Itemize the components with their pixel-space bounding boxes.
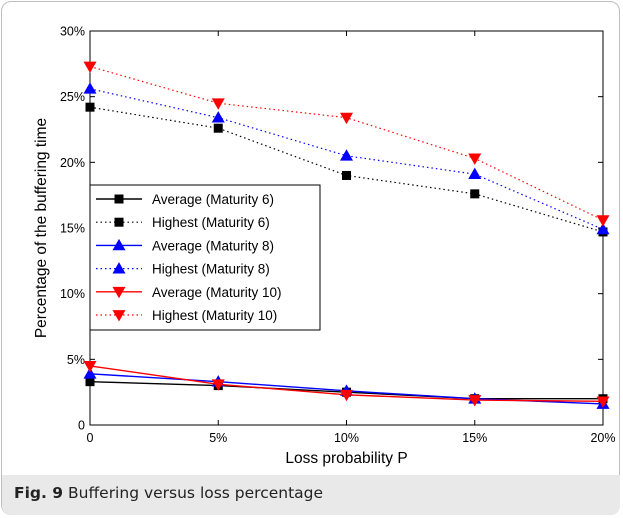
legend-label: Average (Maturity 8) [152, 238, 274, 253]
y-tick-label: 25% [60, 90, 85, 104]
legend-item: Average (Maturity 10) [96, 285, 282, 300]
series-highest-maturity-8 [83, 82, 610, 235]
data-point [596, 215, 610, 227]
data-point [340, 149, 353, 161]
legend-label: Highest (Maturity 6) [152, 215, 270, 230]
data-point [596, 222, 610, 235]
data-point [211, 111, 225, 123]
data-point [85, 102, 95, 112]
legend-item: Average (Maturity 8) [96, 238, 274, 253]
data-point [340, 389, 353, 402]
legend-item: Highest (Maturity 6) [96, 215, 270, 230]
data-point [85, 377, 95, 387]
data-point [468, 395, 482, 407]
legend-label: Highest (Maturity 8) [152, 262, 270, 277]
x-tick-label: 15% [462, 431, 487, 445]
caption-bar [2, 475, 620, 515]
y-tick-label: 10% [60, 287, 85, 301]
legend-marker [112, 238, 126, 251]
series-highest-maturity-10 [83, 61, 610, 227]
x-tick-label: 10% [334, 431, 359, 445]
series-average-maturity-10 [83, 361, 610, 408]
y-tick-label: 15% [60, 222, 85, 236]
data-point [342, 170, 351, 180]
y-axis-label: Percentage of the buffering time [33, 118, 50, 338]
legend-label: Average (Maturity 10) [152, 285, 282, 300]
legend-label: Highest (Maturity 10) [152, 308, 277, 323]
y-tick-label: 30% [60, 25, 85, 39]
data-point [83, 367, 97, 379]
x-axis-label: Loss probability P [285, 450, 407, 467]
y-tick-label: 5% [67, 353, 85, 367]
legend-marker [112, 262, 126, 274]
x-tick-label: 0 [87, 431, 94, 445]
x-tick-label: 5% [209, 431, 227, 445]
data-point [83, 61, 97, 73]
y-tick-label: 0 [78, 419, 85, 433]
data-point [468, 153, 482, 165]
data-point [211, 98, 225, 110]
figure-caption: Fig. 9 Buffering versus loss percentage [14, 484, 323, 502]
data-point [211, 379, 225, 391]
data-point [596, 396, 610, 408]
legend-box [89, 184, 321, 331]
figure-label: Fig. 9 [14, 484, 64, 502]
legend-marker [112, 286, 126, 299]
legend-marker [114, 194, 124, 204]
x-tick-label: 20% [590, 431, 615, 445]
figure-caption-text: Buffering versus loss percentage [68, 484, 324, 502]
legend-marker [112, 310, 126, 322]
data-point [83, 82, 97, 94]
series-line [89, 88, 604, 230]
y-tick-label: 20% [60, 156, 85, 170]
data-point [470, 189, 480, 199]
data-point [213, 123, 223, 133]
data-point [468, 167, 482, 180]
legend-marker [114, 217, 124, 227]
legend-item: Highest (Maturity 10) [96, 308, 277, 323]
legend-item: Average (Maturity 6) [96, 192, 274, 207]
data-point [340, 112, 353, 125]
legend-item: Highest (Maturity 8) [96, 262, 270, 277]
legend-label: Average (Maturity 6) [152, 192, 274, 207]
data-point [83, 361, 97, 373]
